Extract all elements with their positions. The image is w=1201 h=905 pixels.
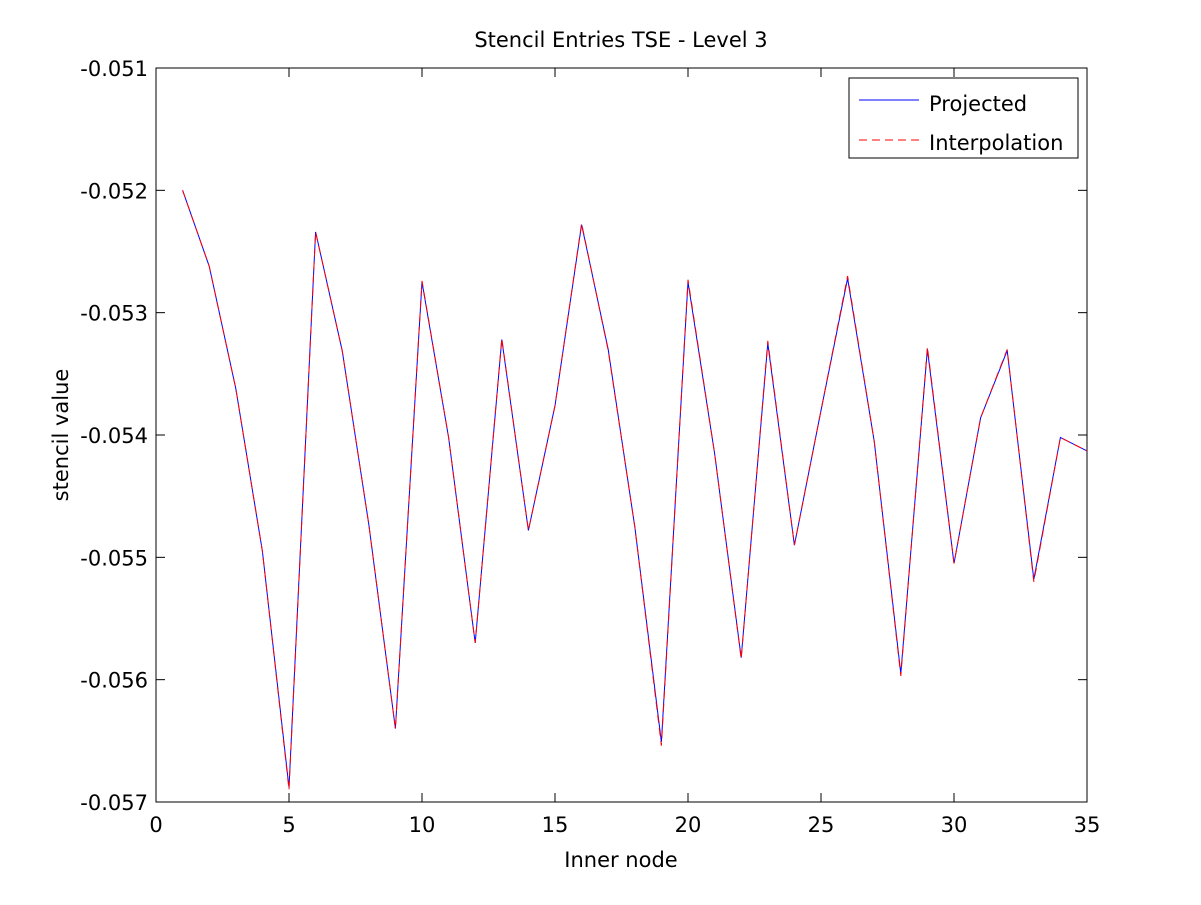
x-axis-label: Inner node — [564, 848, 677, 872]
x-tick-label: 35 — [1074, 813, 1101, 837]
x-tick-label: 15 — [542, 813, 569, 837]
y-tick-label: -0.051 — [80, 57, 148, 81]
x-tick-label: 0 — [149, 813, 162, 837]
y-tick-label: -0.052 — [80, 179, 148, 203]
y-tick-label: -0.053 — [80, 302, 148, 326]
x-tick-label: 30 — [941, 813, 968, 837]
series-line-interpolation — [182, 190, 1088, 790]
legend-label-interpolation: Interpolation — [929, 131, 1063, 155]
y-axis-label: stencil value — [49, 369, 73, 502]
x-tick-label: 20 — [675, 813, 702, 837]
x-tick-label: 25 — [808, 813, 835, 837]
legend-label-projected: Projected — [929, 92, 1027, 116]
legend-box — [848, 77, 1079, 159]
y-tick-label: -0.055 — [80, 546, 148, 570]
legend: Projected Interpolation — [848, 77, 1079, 159]
chart-title: Stencil Entries TSE - Level 3 — [474, 28, 767, 52]
x-tick-label: 10 — [409, 813, 436, 837]
y-tick-label: -0.054 — [80, 424, 148, 448]
x-tick-label: 5 — [282, 813, 295, 837]
plot-area: 0 5 10 15 20 25 30 35 -0.057 -0.056 -0.055 -0.054 -0… — [80, 57, 1100, 837]
y-tick-label: -0.056 — [80, 669, 148, 693]
y-tick-label: -0.057 — [80, 791, 148, 815]
